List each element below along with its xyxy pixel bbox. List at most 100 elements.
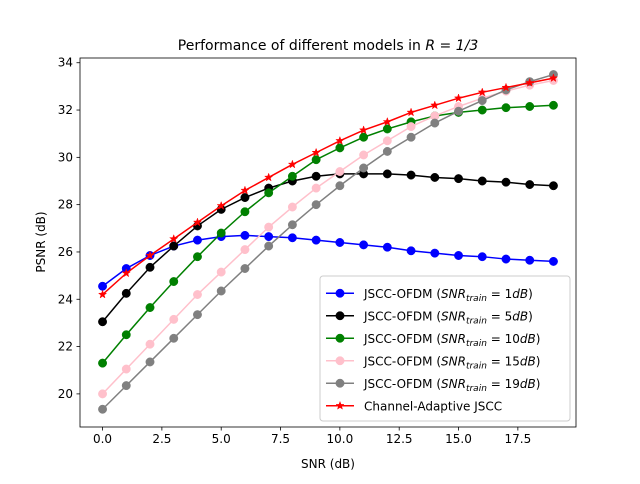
data-point <box>335 135 345 145</box>
data-point <box>121 288 131 298</box>
legend-marker <box>335 378 345 388</box>
data-point <box>240 245 250 255</box>
x-tick-label: 0.0 <box>93 432 112 446</box>
axes-frame <box>79 57 577 428</box>
y-tick-label: 24 <box>58 292 73 306</box>
y-tick-label: 30 <box>58 150 73 164</box>
legend-label-suffix: ) <box>536 332 541 346</box>
data-point <box>287 220 297 230</box>
legend-label-prefix: JSCC-OFDM ( <box>363 377 441 391</box>
data-point <box>169 333 179 343</box>
chart-title-math: R = 1/3 <box>425 38 478 54</box>
legend-box <box>319 275 571 422</box>
data-point <box>359 150 369 160</box>
data-point <box>501 82 511 92</box>
x-tick-label: 15.0 <box>445 432 472 446</box>
data-point <box>311 200 321 210</box>
legend-label-unit: dB <box>512 309 528 323</box>
data-point <box>430 173 440 182</box>
legend-label-var: SNR <box>441 287 466 301</box>
data-point <box>98 281 107 291</box>
data-point <box>501 103 511 113</box>
x-tick-label: 5.0 <box>212 432 231 446</box>
legend-label-suffix: ) <box>536 354 541 368</box>
y-tick-label: 32 <box>58 103 73 117</box>
data-point <box>525 255 535 265</box>
data-point <box>525 77 535 87</box>
data-point <box>525 102 535 111</box>
data-point <box>169 314 179 324</box>
data-point <box>359 240 369 250</box>
data-point <box>240 185 250 195</box>
data-point <box>216 228 226 238</box>
data-point <box>216 286 226 296</box>
legend-marker <box>335 333 345 343</box>
legend-entry: Channel-Adaptive JSCC <box>326 399 502 413</box>
data-point <box>358 125 369 135</box>
data-series <box>97 70 559 414</box>
data-point <box>406 122 416 132</box>
x-tick-label: 17.5 <box>504 432 531 446</box>
data-point <box>406 132 416 142</box>
data-point <box>477 176 487 186</box>
data-point <box>382 136 392 146</box>
data-point <box>193 290 202 299</box>
data-point <box>406 246 416 256</box>
data-point <box>192 217 203 227</box>
legend-entry: JSCC-OFDM (SNRtrain = 19dB) <box>326 377 540 394</box>
x-tick-label: 10.0 <box>327 432 354 446</box>
data-point <box>97 289 108 299</box>
data-point <box>264 241 274 251</box>
data-point <box>121 381 131 391</box>
legend-label: JSCC-OFDM (SNRtrain = 1dB) <box>363 287 533 304</box>
legend-label-var: SNR <box>441 377 466 391</box>
legend-label: JSCC-OFDM (SNRtrain = 19dB) <box>363 377 540 394</box>
data-point <box>453 93 464 103</box>
data-point <box>121 364 131 374</box>
legend-entry: JSCC-OFDM (SNRtrain = 10dB) <box>326 332 540 349</box>
x-tick-label: 2.5 <box>152 432 171 446</box>
data-point <box>382 169 392 179</box>
data-point <box>335 181 345 191</box>
data-point <box>216 200 226 210</box>
legend-label-suffix: ) <box>528 287 533 301</box>
data-point <box>145 303 155 312</box>
legend-label-var: SNR <box>441 332 466 346</box>
data-point <box>549 181 558 191</box>
series-6 <box>97 73 559 299</box>
data-point <box>477 105 487 115</box>
data-point <box>501 177 511 187</box>
axis-ticks: 0.0 2.5 5.0 7.5 10.0 12.5 15.0 17.5 20 22 24 26 28 30… <box>58 56 531 446</box>
data-point <box>263 172 274 182</box>
y-tick-label: 34 <box>58 56 73 70</box>
data-point <box>240 264 250 273</box>
legend-marker <box>335 400 345 410</box>
data-point <box>240 207 250 217</box>
data-point <box>454 251 463 260</box>
data-point <box>193 310 202 320</box>
legend-marker <box>335 288 345 298</box>
legend-label-sub: train <box>466 316 487 326</box>
y-tick-label: 28 <box>58 198 73 212</box>
data-point <box>335 167 345 176</box>
data-point <box>145 262 155 272</box>
x-tick-label: 7.5 <box>271 432 290 446</box>
data-point <box>311 183 321 193</box>
legend-label: JSCC-OFDM (SNRtrain = 5dB) <box>363 309 533 326</box>
data-point <box>477 87 487 97</box>
data-point <box>311 147 321 157</box>
data-point <box>121 330 131 340</box>
data-point <box>454 174 463 184</box>
legend-label-sub: train <box>466 384 487 394</box>
legend-label-suffix: ) <box>536 377 541 391</box>
legend-label-eq: = 10 <box>487 332 520 346</box>
legend-label-sub: train <box>466 339 487 349</box>
data-point <box>359 163 369 173</box>
legend-label: Channel-Adaptive JSCC <box>364 399 502 413</box>
legend-label-unit: dB <box>520 354 536 368</box>
y-tick-label: 26 <box>58 245 73 259</box>
legend-label-unit: dB <box>512 287 528 301</box>
data-point <box>430 118 440 128</box>
data-point <box>264 188 274 198</box>
